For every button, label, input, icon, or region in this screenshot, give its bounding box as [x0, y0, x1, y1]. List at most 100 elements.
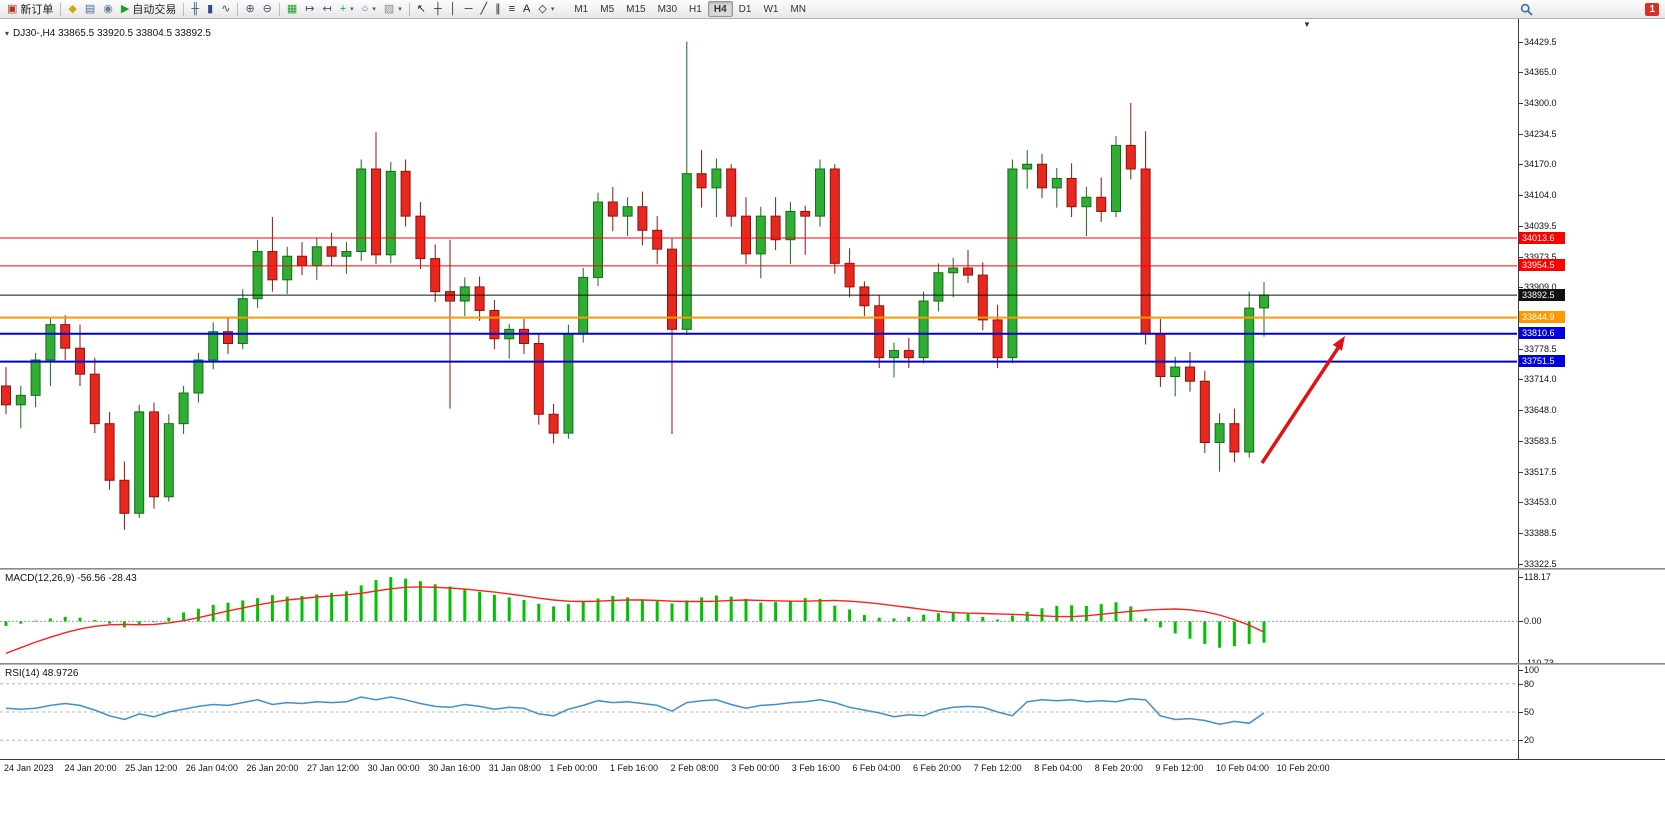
- channel-icon: ∥: [495, 2, 501, 15]
- trend-arrow-object[interactable]: [1260, 336, 1345, 464]
- price-axis-label: 33388.5: [1519, 527, 1557, 538]
- terminal-icon: ▤: [84, 2, 96, 15]
- cursor-button[interactable]: ↖: [413, 1, 430, 17]
- text-button[interactable]: A: [519, 1, 534, 17]
- trendline-button[interactable]: ╱: [476, 1, 491, 17]
- price-axis-label: 34300.0: [1519, 97, 1557, 108]
- indicators-icon: +: [339, 2, 347, 15]
- price-axis-label: 33648.0: [1519, 405, 1557, 416]
- tile-windows-button[interactable]: ▦: [283, 1, 301, 17]
- timeframe-m5-button[interactable]: M5: [594, 1, 620, 17]
- time-axis-label: 8 Feb 04:00: [1034, 763, 1083, 773]
- time-axis-label: 27 Jan 12:00: [307, 763, 360, 773]
- price-line-badge: 34013.6: [1519, 231, 1565, 244]
- time-axis-label: 10 Feb 04:00: [1216, 763, 1270, 773]
- terminal-button[interactable]: ▤: [81, 1, 99, 17]
- crosshair-button[interactable]: ┼: [430, 1, 446, 17]
- main-chart-pane[interactable]: 34429.5 34365.0 34300.0 34234.5 34170.0 34104…: [0, 19, 1665, 568]
- rsi-pane-splitter[interactable]: [0, 663, 1665, 665]
- autotrading-button-label: 自动交易: [132, 4, 177, 16]
- timeframe-h1-button[interactable]: H1: [683, 1, 708, 17]
- price-axis-label: 34365.0: [1519, 67, 1557, 78]
- arrows-icon: ◇: [538, 2, 547, 15]
- vertical-line-button[interactable]: │: [446, 1, 461, 17]
- auto-scroll-icon: ↦: [305, 2, 315, 15]
- bar-chart-icon: ╫: [191, 2, 200, 15]
- search-icon[interactable]: [1520, 3, 1534, 16]
- macd-chart-svg: [0, 577, 1517, 654]
- rsi-label: RSI(14) 48.9726: [5, 668, 79, 679]
- price-line-badge: 33751.5: [1519, 355, 1565, 368]
- rsi-line: [5, 696, 1265, 725]
- indicators-button[interactable]: + ▾: [336, 1, 358, 17]
- arrows-button[interactable]: ◇ ▾: [534, 1, 558, 17]
- price-axis: 34429.5 34365.0 34300.0 34234.5 34170.0 34104…: [1518, 19, 1665, 568]
- new-order-button[interactable]: ▣ 新订单: [3, 1, 57, 17]
- macd-pane[interactable]: 118.17 0.00 -110.73 MACD(12,26,9) -56.56 -…: [0, 570, 1665, 663]
- chart-title: ▾ DJ30-,H4 33865.5 33920.5 33804.5 33892…: [5, 28, 211, 39]
- chart-shift-button[interactable]: ↤: [319, 1, 336, 17]
- macd-axis: 118.17 0.00 -110.73: [1518, 570, 1665, 663]
- time-axis-label: 3 Feb 00:00: [731, 763, 780, 773]
- zoom-out-button[interactable]: ⊖: [259, 1, 276, 17]
- time-axis-label: 24 Jan 2023: [4, 763, 54, 773]
- rsi-pane[interactable]: 100 80 50 20 RSI(14) 48.9726: [0, 665, 1665, 759]
- timeframe-d1-button[interactable]: D1: [733, 1, 758, 17]
- toolbar-buttons: ▣ 新订单 ◆ ▤ ◉ ▶ 自动交易 ╫ ▮ ∿ ⊕ ⊖ ▦ ↦ ↤ + ▾ ○ ▾ ▨ ▾ ↖ ┼ │ ─ ╱ ∥ ≡ A ◇ ▾: [3, 1, 558, 17]
- periods-button[interactable]: ○ ▾: [358, 1, 380, 17]
- autotrading-button[interactable]: ▶ 自动交易: [117, 1, 180, 17]
- time-axis-label: 31 Jan 08:00: [488, 763, 541, 773]
- timeframe-m30-button[interactable]: M30: [652, 1, 683, 17]
- dropdown-caret-icon: ▾: [372, 6, 376, 13]
- bar-chart-button[interactable]: ╫: [187, 1, 203, 17]
- time-axis-label: 9 Feb 12:00: [1155, 763, 1204, 773]
- price-axis-label: 33714.0: [1519, 374, 1557, 385]
- timeframe-m15-button[interactable]: M15: [620, 1, 651, 17]
- news-icon: ◉: [103, 2, 113, 15]
- toolbar-separator: [408, 2, 410, 16]
- toolbar-separator: [183, 2, 185, 16]
- auto-scroll-button[interactable]: ↦: [301, 1, 318, 17]
- line-chart-button[interactable]: ∿: [217, 1, 234, 17]
- horizontal-line-button[interactable]: ─: [461, 1, 477, 17]
- timeframe-w1-button[interactable]: W1: [757, 1, 784, 17]
- timeframe-mn-button[interactable]: MN: [784, 1, 812, 17]
- line-chart-icon: ∿: [221, 2, 231, 15]
- fibonacci-button[interactable]: ≡: [505, 1, 519, 17]
- time-axis-label: 6 Feb 20:00: [913, 763, 962, 773]
- zoom-in-button[interactable]: ⊕: [241, 1, 258, 17]
- chart-shift-marker-icon[interactable]: ▼: [1303, 20, 1311, 29]
- price-axis-label: 34170.0: [1519, 159, 1557, 170]
- time-axis-label: 30 Jan 16:00: [428, 763, 481, 773]
- rsi-axis-label: 80: [1518, 678, 1535, 689]
- time-axis-label: 26 Jan 20:00: [246, 763, 299, 773]
- candlestick-series: [1, 41, 1269, 530]
- price-line-badge: 33892.5: [1519, 288, 1565, 301]
- price-chart-svg: [0, 41, 1517, 530]
- text-icon: A: [523, 2, 531, 15]
- timeframe-buttons: M1 M5 M15 M30 H1 H4 D1 W1 MN: [568, 1, 812, 17]
- metaeditor-button[interactable]: ◆: [64, 1, 80, 17]
- zoom-in-icon: ⊕: [245, 2, 255, 15]
- macd-axis-label: -110.73: [1524, 658, 1554, 663]
- macd-pane-splitter[interactable]: [0, 568, 1665, 570]
- toolbar-right: 1: [1520, 2, 1662, 16]
- notification-badge[interactable]: 1: [1645, 2, 1659, 16]
- horizontal-line-icon: ─: [464, 2, 473, 15]
- macd-signal-line: [5, 586, 1265, 654]
- fibonacci-icon: ≡: [508, 2, 515, 15]
- vertical-line-icon: │: [449, 2, 457, 15]
- templates-button[interactable]: ▨ ▾: [380, 1, 406, 17]
- rsi-axis-label: 20: [1518, 735, 1535, 746]
- channel-button[interactable]: ∥: [491, 1, 505, 17]
- price-axis-label: 34429.5: [1519, 36, 1557, 47]
- crosshair-icon: ┼: [433, 2, 442, 15]
- templates-icon: ▨: [383, 2, 395, 15]
- timeframe-m1-button[interactable]: M1: [568, 1, 594, 17]
- timeframe-h4-button[interactable]: H4: [707, 1, 733, 17]
- one-click-trading-arrow-icon[interactable]: ▾: [5, 29, 10, 38]
- candlestick-chart-button[interactable]: ▮: [203, 1, 217, 17]
- time-axis: 24 Jan 2023 24 Jan 20:00 25 Jan 12:00 26 Ja…: [0, 759, 1665, 777]
- toolbar-separator: [278, 2, 280, 16]
- news-button[interactable]: ◉: [99, 1, 117, 17]
